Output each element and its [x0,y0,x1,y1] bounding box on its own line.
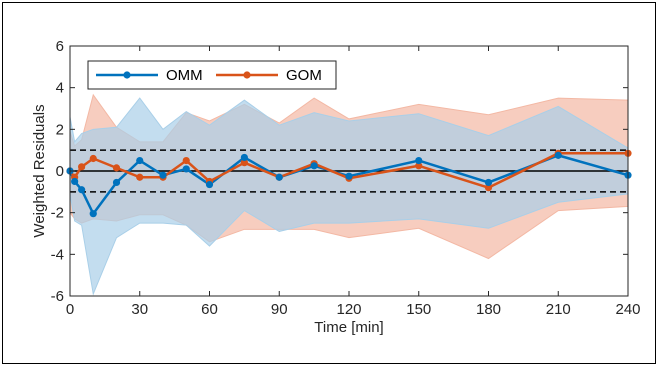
legend-label-gom: GOM [286,67,322,84]
x-tick-label: 240 [615,301,640,318]
y-axis-label: Weighted Residuals [31,104,48,237]
point-omm [112,178,121,187]
point-gom [240,159,248,167]
point-gom [415,162,423,170]
x-tick-label: 90 [271,301,288,318]
reference-lines [70,149,628,193]
point-omm [136,156,144,165]
legend-marker-gom [243,71,251,79]
y-tick-label: 0 [56,163,64,180]
y-tick-label: -2 [51,205,64,222]
point-omm [554,151,562,159]
point-gom [182,156,190,165]
point-omm [275,173,283,181]
point-omm [415,156,423,165]
point-omm [182,165,190,173]
point-gom [112,164,121,172]
point-omm [71,177,79,186]
point-omm [310,162,318,170]
legend-label-omm: OMM [166,67,203,84]
y-tick-label: 2 [56,121,64,138]
y-tick-label: 6 [56,38,64,55]
x-tick-label: 150 [406,301,431,318]
point-gom [484,184,493,192]
point-omm [205,180,214,189]
x-tick-label: 30 [131,301,148,318]
y-tick-label: 4 [56,80,64,97]
confidence-bands [69,93,629,296]
axis-ticks: 0 30 60 90 120 150 180 210 240 -6 -4 -2 0 2 4 6 [51,38,641,318]
x-tick-label: 60 [201,301,218,318]
series-markers [66,149,632,218]
x-tick-label: 210 [546,301,571,318]
legend-marker-omm [123,71,131,79]
point-omm [240,153,248,162]
x-tick-label: 180 [476,301,501,318]
figure-frame [2,2,656,364]
band-omm [69,97,629,296]
point-omm [89,210,97,218]
point-omm [78,186,86,194]
x-tick-label: 120 [336,301,361,318]
point-omm [345,172,353,180]
point-gom [78,163,86,171]
x-axis-label: Time [min] [314,319,383,336]
point-gom [136,173,144,181]
x-tick-label: 0 [66,301,74,318]
y-tick-label: -6 [51,288,64,305]
point-omm [159,171,167,179]
y-tick-label: -4 [51,246,64,263]
point-omm [484,178,493,187]
point-gom [89,154,97,163]
legend: OMM GOM [87,60,337,90]
